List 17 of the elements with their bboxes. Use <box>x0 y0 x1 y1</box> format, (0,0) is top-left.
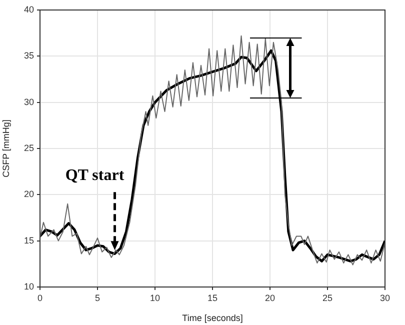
x-axis-title: Time [seconds] <box>182 313 243 324</box>
y-tick-label: 15 <box>24 235 34 246</box>
y-tick-label: 35 <box>24 50 34 61</box>
y-tick-label: 10 <box>24 281 34 292</box>
annotation: QT start <box>65 167 125 184</box>
x-tick-label: 20 <box>264 292 276 303</box>
x-tick-label: 30 <box>380 292 390 303</box>
y-tick-label: 40 <box>24 4 34 14</box>
x-tick-label: 10 <box>150 292 160 303</box>
y-tick-label: 30 <box>24 96 34 107</box>
x-tick-label: 5 <box>94 292 100 303</box>
y-tick-label: 25 <box>24 142 34 153</box>
y-tick-label: 20 <box>24 189 34 200</box>
x-tick-label: 25 <box>322 292 333 303</box>
x-tick-label: 15 <box>207 292 218 303</box>
y-axis-title: CSFP [mmHg] <box>0 120 11 178</box>
x-tick-label: 0 <box>37 292 43 303</box>
